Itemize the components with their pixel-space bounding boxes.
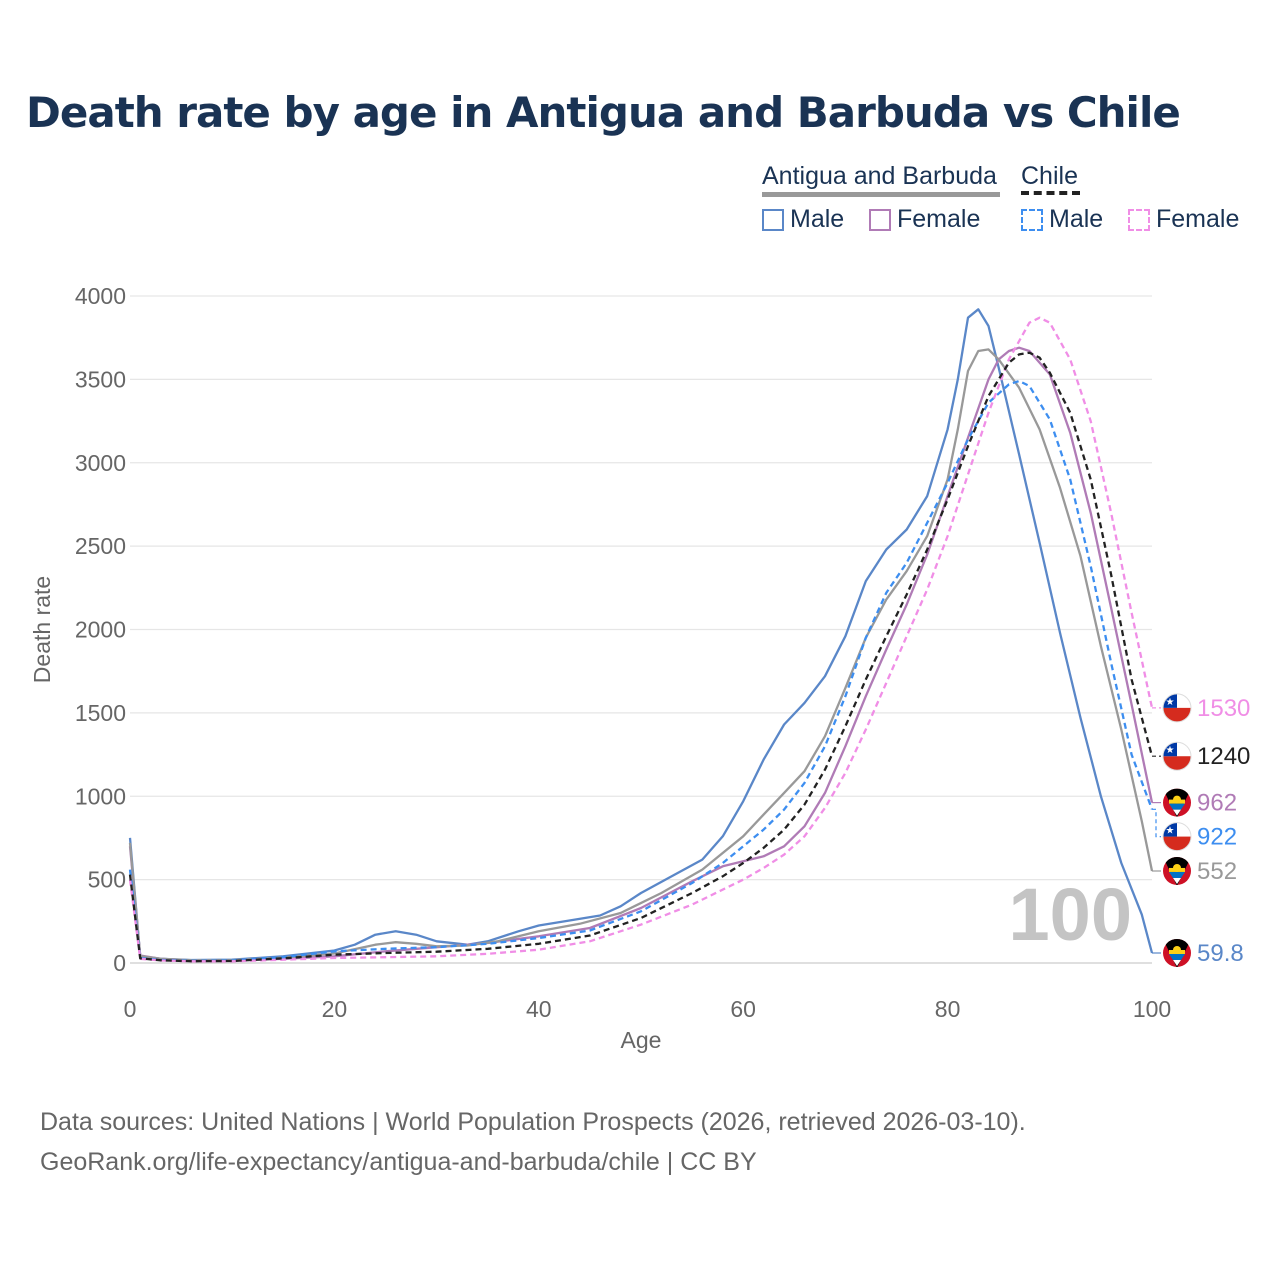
flag-chile-icon	[1163, 694, 1191, 722]
flag-antigua-icon	[1163, 857, 1191, 886]
y-tick-label: 0	[113, 950, 126, 976]
end-value-label: 59.8	[1197, 940, 1244, 967]
chart-title: Death rate by age in Antigua and Barbuda…	[26, 88, 1181, 137]
axes: 0 500 1000 1500 2000 2500 3000 3500 4000 0 20 40 60 8…	[29, 283, 1171, 1053]
end-value-label: 1530	[1197, 695, 1250, 722]
y-tick-label: 500	[88, 867, 126, 893]
x-tick-label: 60	[730, 996, 756, 1022]
end-value-label: 922	[1197, 824, 1237, 851]
year-watermark: 100	[1009, 873, 1132, 956]
series-lines	[128, 308, 1154, 963]
end-labels: 1530 1240 962 922 552 59.8	[1152, 694, 1250, 968]
y-tick-label: 4000	[75, 283, 126, 309]
y-tick-label: 2000	[75, 617, 126, 643]
y-tick-label: 1500	[75, 700, 126, 726]
x-tick-label: 0	[124, 996, 137, 1022]
x-tick-label: 20	[322, 996, 348, 1022]
end-value-label: 552	[1197, 858, 1237, 885]
series-line-chile-total	[128, 351, 1154, 963]
series-line-antigua-and-barbuda-female	[128, 346, 1154, 962]
series-line-antigua-and-barbuda-male	[128, 308, 1154, 962]
flag-antigua-icon	[1163, 789, 1191, 818]
series-line-chile-female	[128, 316, 1154, 963]
y-tick-label: 2500	[75, 533, 126, 559]
grid-lines	[130, 295, 1152, 964]
source-line-1: Data sources: United Nations | World Pop…	[40, 1108, 1026, 1136]
y-tick-label: 3000	[75, 450, 126, 476]
y-axis-title: Death rate	[29, 576, 55, 683]
end-value-label: 962	[1197, 790, 1237, 817]
flag-chile-icon	[1163, 742, 1191, 770]
source-line-2[interactable]: GeoRank.org/life-expectancy/antigua-and-…	[40, 1148, 757, 1176]
end-connector	[1152, 808, 1161, 838]
x-tick-label: 80	[935, 996, 961, 1022]
x-axis-title: Age	[621, 1027, 662, 1053]
flag-chile-icon	[1163, 823, 1191, 851]
flag-antigua-icon	[1163, 939, 1191, 968]
series-line-chile-male	[128, 379, 1154, 962]
x-tick-label: 100	[1133, 996, 1171, 1022]
y-tick-label: 3500	[75, 366, 126, 392]
chart-canvas: ★ 05001000150020002500300035004000020406…	[29, 283, 1250, 1053]
end-value-label: 1240	[1197, 743, 1250, 770]
x-tick-label: 40	[526, 996, 552, 1022]
y-tick-label: 1000	[75, 783, 126, 809]
series-line-antigua-and-barbuda-total	[128, 348, 1154, 962]
